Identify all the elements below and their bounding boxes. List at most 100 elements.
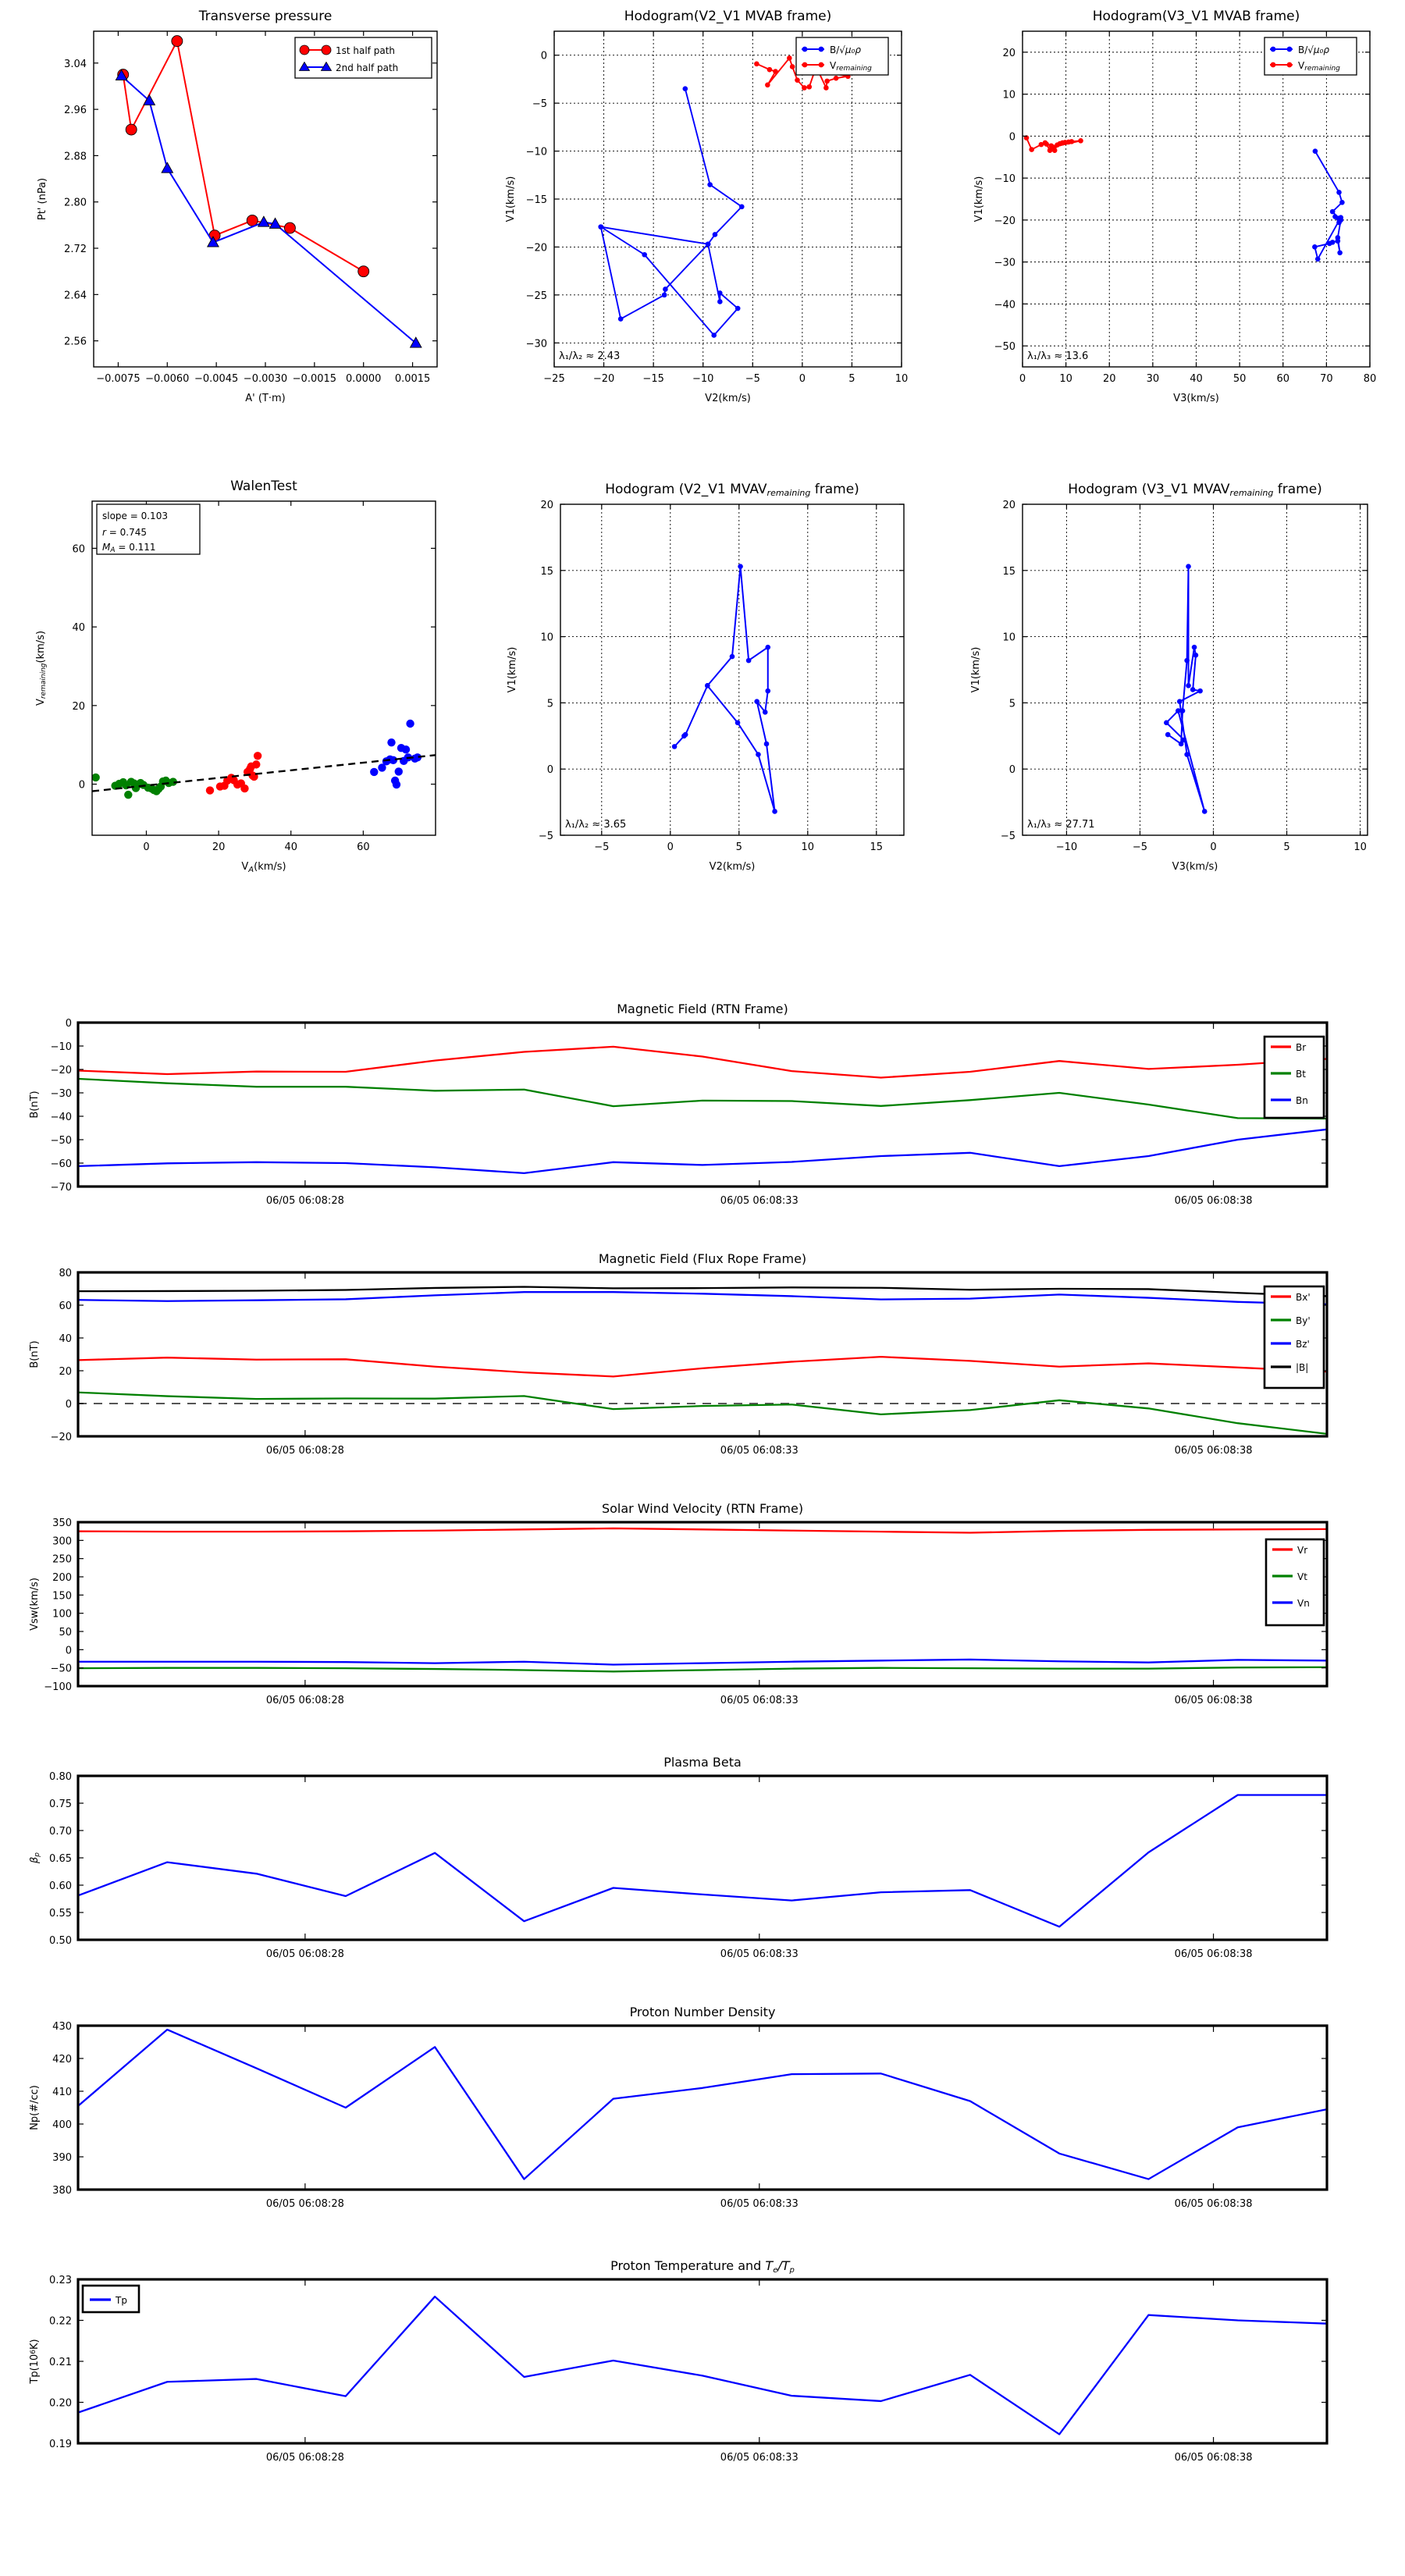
y-axis-label: Pt' (nPa): [37, 178, 48, 220]
data-marker-triangle: [409, 336, 422, 348]
legend-label: Bn: [1296, 1095, 1308, 1106]
y-tick-label: 0: [547, 764, 553, 776]
x-axis-label: V3(km/s): [1172, 861, 1218, 873]
y-axis-label: V1(km/s): [507, 647, 518, 693]
y-tick-label: −10: [526, 147, 547, 158]
data-point: [392, 780, 401, 789]
x-tick-label: 10: [802, 841, 815, 853]
y-axis-label: B(nT): [29, 1091, 41, 1118]
data-marker-dot: [1312, 244, 1318, 250]
legend-label: Vt: [1297, 1571, 1307, 1582]
legend-marker: [818, 46, 824, 52]
y-tick-label: 350: [52, 1517, 72, 1529]
data-marker-dot: [707, 182, 713, 187]
eigenvalue-annotation: λ₁/λ₂ ≈ 3.65: [565, 819, 626, 831]
data-marker-dot: [1165, 731, 1171, 738]
x-tick-label: 20: [212, 841, 226, 853]
x-tick-label: 5: [1283, 841, 1289, 853]
x-tick-label: 80: [1364, 373, 1377, 385]
y-tick-label: 2.64: [64, 290, 87, 301]
y-tick-label: 0: [66, 1645, 72, 1656]
legend-marker: [802, 46, 808, 52]
data-marker-dot: [682, 731, 688, 738]
x-axis-label: V2(km/s): [710, 861, 756, 873]
data-marker-dot: [717, 290, 723, 296]
data-marker-dot: [824, 78, 830, 84]
legend-label: B/√μ₀ρ: [830, 44, 861, 55]
data-marker-dot: [1176, 708, 1181, 713]
x-tick-label: 06/05 06:08:28: [266, 1195, 344, 1207]
y-tick-label: 150: [52, 1590, 72, 1602]
x-tick-label: −0.0060: [145, 373, 189, 385]
y-tick-label: 300: [52, 1535, 72, 1547]
data-marker-dot: [1178, 741, 1184, 747]
data-line-Np: [77, 2028, 1328, 2180]
y-tick-label: −30: [526, 338, 547, 350]
y-tick-label: 5: [1009, 698, 1016, 710]
x-tick-label: 30: [1147, 373, 1160, 385]
data-marker-dot: [1338, 215, 1344, 220]
y-axis-label: Np(#/cc): [29, 2085, 41, 2130]
data-marker-dot: [765, 644, 771, 650]
legend-marker: [1270, 62, 1276, 68]
y-tick-label: 60: [72, 543, 85, 555]
y-tick-label: 0.50: [49, 1935, 72, 1947]
y-tick-label: 0: [1009, 764, 1016, 776]
y-tick-label: 20: [540, 500, 553, 511]
data-line: [1165, 566, 1206, 812]
x-tick-label: 60: [1276, 373, 1289, 385]
data-point: [205, 786, 215, 795]
y-tick-label: −10: [994, 173, 1016, 185]
x-tick-label: −10: [1056, 841, 1077, 853]
x-tick-label: 06/05 06:08:33: [720, 2198, 799, 2210]
data-line-Bt: [77, 1077, 1328, 1120]
x-axis-label: VA(km/s): [241, 861, 286, 874]
transverse-pressure-title: Transverse pressure: [198, 9, 333, 24]
y-tick-label: 2.96: [64, 105, 87, 116]
y-tick-label: −5: [1001, 831, 1016, 842]
plot-frame: [560, 503, 905, 836]
data-marker-dot: [1314, 256, 1321, 262]
y-tick-label: 15: [1002, 566, 1016, 578]
data-marker-dot: [705, 241, 711, 247]
x-tick-label: 06/05 06:08:33: [720, 1445, 799, 1457]
data-marker-dot: [1193, 653, 1199, 658]
x-tick-label: 60: [357, 841, 370, 853]
x-tick-label: 06/05 06:08:33: [720, 1948, 799, 1960]
x-tick-label: 5: [848, 373, 855, 385]
data-line-Bz': [77, 1291, 1328, 1306]
legend-box: [1264, 37, 1357, 76]
data-marker-dot: [833, 75, 839, 81]
legend-label: |B|: [1296, 1362, 1308, 1373]
y-axis-label: Vremaining(km/s): [35, 631, 48, 706]
data-marker-dot: [795, 77, 800, 83]
y-tick-label: 10: [540, 632, 553, 644]
data-marker-dot: [738, 564, 743, 570]
x-tick-label: 06/05 06:08:38: [1175, 2452, 1253, 2464]
data-point: [378, 763, 386, 772]
data-point: [387, 738, 396, 747]
data-line-By': [77, 1391, 1328, 1435]
y-tick-label: 0.60: [49, 1880, 72, 1892]
data-marker-dot: [806, 84, 813, 90]
data-marker-triangle: [161, 162, 174, 173]
y-tick-label: 0: [1009, 131, 1016, 143]
eigenvalue-annotation: λ₁/λ₂ ≈ 2.43: [559, 350, 620, 362]
y-tick-label: 0.19: [49, 2439, 72, 2450]
x-tick-label: 06/05 06:08:38: [1175, 1445, 1253, 1457]
data-line-Bx': [77, 1355, 1328, 1378]
data-marker-dot: [1339, 199, 1345, 205]
y-tick-label: 100: [52, 1609, 72, 1621]
data-point: [240, 784, 249, 793]
x-tick-label: 06/05 06:08:33: [720, 2452, 799, 2464]
legend-marker: [299, 44, 310, 55]
y-tick-label: 0.22: [49, 2316, 72, 2328]
y-tick-label: 0: [541, 51, 547, 62]
y-tick-label: −30: [994, 258, 1016, 269]
y-tick-label: 2.80: [64, 197, 87, 209]
x-tick-label: 0.0015: [395, 373, 431, 385]
x-tick-label: 40: [284, 841, 297, 853]
x-tick-label: 06/05 06:08:28: [266, 1695, 344, 1706]
y-tick-label: 5: [547, 698, 553, 710]
data-marker-dot: [1336, 219, 1342, 226]
